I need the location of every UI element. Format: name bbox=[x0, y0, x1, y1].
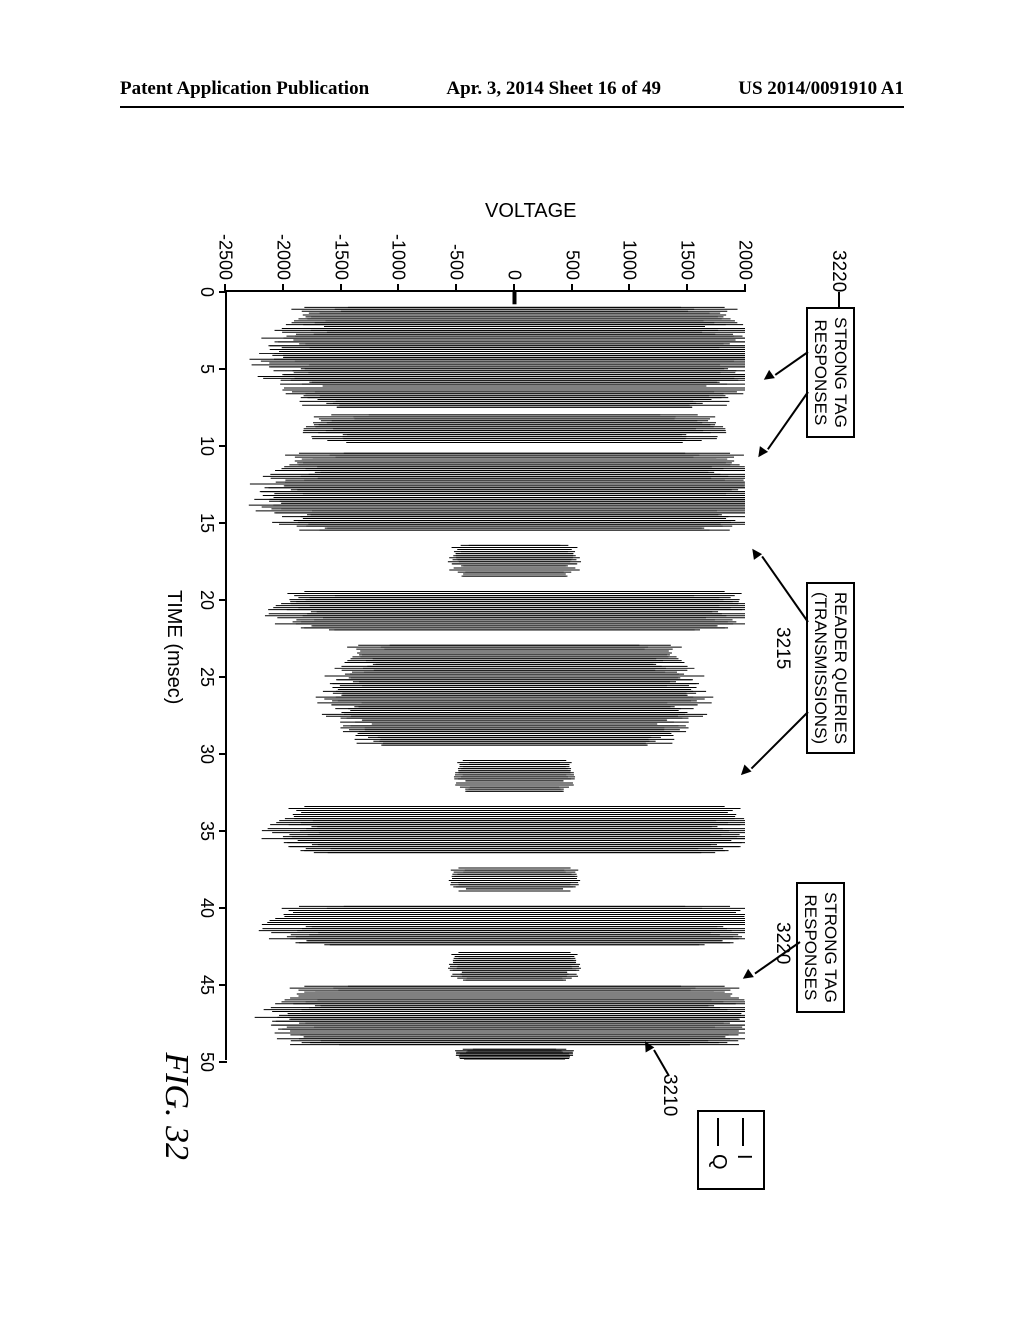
y-tick bbox=[513, 284, 515, 292]
x-tick-label: 15 bbox=[196, 513, 217, 533]
page-header: Patent Application Publication Apr. 3, 2… bbox=[0, 78, 1024, 100]
x-tick bbox=[219, 907, 227, 909]
legend-row-i: I bbox=[732, 1118, 755, 1182]
anno-strong-tag-left: STRONG TAG RESPONSES bbox=[806, 307, 855, 438]
ref-3210: 3210 bbox=[658, 1074, 680, 1116]
header-left: Patent Application Publication bbox=[120, 78, 369, 100]
y-tick-label: -1000 bbox=[388, 234, 409, 280]
arrowhead-1 bbox=[761, 370, 775, 384]
ref-3215: 3215 bbox=[771, 627, 793, 669]
legend-line-q bbox=[718, 1118, 720, 1146]
y-tick-label: 500 bbox=[561, 250, 582, 280]
header-rule bbox=[120, 106, 904, 108]
plot-area: STRONG TAG RESPONSES READER QUERIES (TRA… bbox=[225, 290, 745, 1060]
x-tick bbox=[219, 445, 227, 447]
leader-3220 bbox=[838, 292, 840, 307]
x-axis-title: TIME (msec) bbox=[162, 590, 185, 704]
y-tick-label: -1500 bbox=[330, 234, 351, 280]
x-tick bbox=[219, 676, 227, 678]
header-center: Apr. 3, 2014 Sheet 16 of 49 bbox=[446, 78, 661, 100]
figure-container: STRONG TAG RESPONSES READER QUERIES (TRA… bbox=[125, 170, 905, 1180]
anno-reader-queries-label: READER QUERIES (TRANSMISSIONS) bbox=[811, 592, 850, 744]
y-tick-label: -2000 bbox=[272, 234, 293, 280]
legend-label-i: I bbox=[732, 1154, 755, 1160]
x-tick-label: 0 bbox=[196, 287, 217, 297]
x-tick-label: 10 bbox=[196, 436, 217, 456]
anno-reader-queries: READER QUERIES (TRANSMISSIONS) bbox=[806, 582, 855, 754]
y-tick-label: 2000 bbox=[735, 240, 756, 280]
y-tick-label: -500 bbox=[446, 244, 467, 280]
x-tick-label: 25 bbox=[196, 667, 217, 687]
y-tick bbox=[282, 284, 284, 292]
figure-landscape: STRONG TAG RESPONSES READER QUERIES (TRA… bbox=[125, 170, 905, 1180]
legend-label-q: Q bbox=[707, 1154, 730, 1170]
arrow-3 bbox=[761, 556, 809, 623]
x-tick bbox=[219, 984, 227, 986]
y-tick bbox=[744, 284, 746, 292]
y-tick-label: -2500 bbox=[215, 234, 236, 280]
y-tick bbox=[571, 284, 573, 292]
y-tick-label: 1500 bbox=[677, 240, 698, 280]
legend: I Q bbox=[697, 1110, 765, 1190]
y-tick-label: 1000 bbox=[619, 240, 640, 280]
figure-label: FIG. 32 bbox=[157, 1052, 195, 1160]
ref-3220-left: 3220 bbox=[827, 250, 849, 292]
x-tick bbox=[219, 830, 227, 832]
x-tick-label: 30 bbox=[196, 744, 217, 764]
x-tick bbox=[219, 599, 227, 601]
anno-strong-tag-right: STRONG TAG RESPONSES bbox=[796, 882, 845, 1013]
x-tick-label: 35 bbox=[196, 821, 217, 841]
y-tick bbox=[397, 284, 399, 292]
y-tick bbox=[455, 284, 457, 292]
arrow-4 bbox=[751, 711, 809, 769]
arrowhead-3 bbox=[748, 546, 762, 560]
x-tick bbox=[219, 1061, 227, 1063]
legend-row-q: Q bbox=[707, 1118, 730, 1182]
x-tick-label: 40 bbox=[196, 898, 217, 918]
x-tick-label: 20 bbox=[196, 590, 217, 610]
y-tick-label: 0 bbox=[503, 270, 524, 280]
waveform-svg bbox=[226, 292, 745, 1060]
x-tick-label: 45 bbox=[196, 975, 217, 995]
x-tick bbox=[219, 291, 227, 293]
x-tick-label: 50 bbox=[196, 1052, 217, 1072]
x-tick bbox=[219, 368, 227, 370]
anno-strong-tag-label: STRONG TAG RESPONSES bbox=[811, 317, 850, 428]
anno-strong-tag-label-2: STRONG TAG RESPONSES bbox=[801, 892, 840, 1003]
y-tick bbox=[686, 284, 688, 292]
y-axis-title: VOLTAGE bbox=[485, 200, 577, 223]
x-tick bbox=[219, 753, 227, 755]
x-tick-label: 5 bbox=[196, 364, 217, 374]
y-tick bbox=[628, 284, 630, 292]
arrow-2 bbox=[767, 391, 809, 449]
arrow-1 bbox=[775, 351, 809, 376]
legend-line-i bbox=[743, 1118, 745, 1146]
header-right: US 2014/0091910 A1 bbox=[738, 78, 904, 100]
x-tick bbox=[219, 522, 227, 524]
y-tick bbox=[340, 284, 342, 292]
